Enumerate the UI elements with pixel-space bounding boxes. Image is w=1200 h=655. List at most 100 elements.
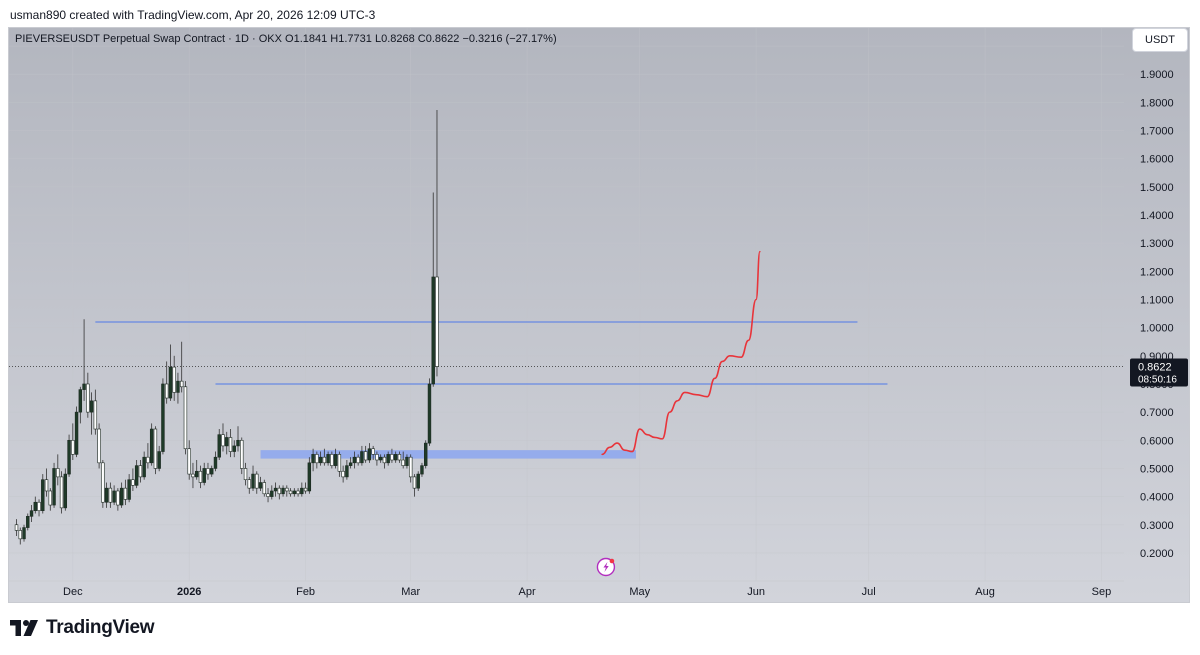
candle-down — [315, 454, 319, 464]
candle-down — [153, 428, 158, 469]
projection-path[interactable] — [601, 250, 761, 456]
price-tick-label: 1.5000 — [1140, 182, 1174, 194]
candle-down — [341, 470, 345, 478]
candle-down — [131, 479, 135, 486]
candle-up — [424, 442, 428, 466]
legend-high: H1.7731 — [330, 33, 372, 45]
candle-up — [41, 479, 45, 511]
candle-up — [393, 454, 398, 461]
candle-down — [44, 479, 49, 492]
candle-down — [93, 400, 98, 430]
candle-down — [330, 454, 334, 466]
candle-down — [172, 366, 176, 393]
chart-panel[interactable]: 2.00001.90001.80001.70001.60001.50001.40… — [8, 27, 1190, 603]
price-tick-label: 1.9000 — [1140, 69, 1174, 81]
price-chart[interactable]: 2.00001.90001.80001.70001.60001.50001.40… — [9, 28, 1190, 603]
candle-up — [326, 454, 330, 464]
candle-up — [251, 473, 255, 489]
event-marker[interactable] — [596, 557, 616, 577]
candle-down — [303, 487, 308, 492]
candle-up — [333, 454, 338, 466]
price-tick-label: 0.5000 — [1140, 463, 1174, 475]
candle-up — [236, 439, 240, 447]
projection-layer[interactable] — [601, 250, 761, 456]
candle-up — [142, 456, 146, 478]
time-tick-label: May — [629, 586, 650, 598]
candle-down — [435, 276, 439, 367]
lightning-icon — [603, 562, 609, 572]
chart-byline: usman890 created with TradingView.com, A… — [10, 8, 376, 22]
candle-down — [382, 456, 387, 464]
candle-down — [123, 487, 128, 500]
candle-down — [56, 468, 60, 478]
last-price-label[interactable] — [1130, 358, 1188, 387]
candle-up — [270, 490, 274, 497]
candle-down — [390, 454, 394, 461]
price-tick-label: 0.3000 — [1140, 520, 1174, 532]
time-tick-label: Sep — [1092, 586, 1112, 598]
candle-up — [405, 456, 409, 466]
candle-up — [232, 445, 236, 452]
legend-open: O1.1841 — [285, 33, 328, 45]
candle-down — [296, 490, 300, 495]
candle-up — [281, 487, 285, 495]
candle-up — [112, 490, 116, 503]
price-tick-label: 1.0000 — [1140, 323, 1174, 335]
candle-up — [431, 276, 435, 385]
candle-down — [371, 448, 375, 455]
price-tick-label: 1.3000 — [1140, 238, 1174, 250]
symbol-legend: PIEVERSEUSDT Perpetual Swap Contract · 1… — [15, 33, 557, 45]
candle-up — [63, 473, 68, 509]
candle-down — [179, 380, 184, 388]
legend-change: −0.3216 (−27.17%) — [462, 33, 557, 45]
candle-up — [416, 473, 420, 489]
candle-up — [300, 487, 304, 495]
candle-down — [206, 468, 210, 475]
candle-up — [26, 516, 30, 528]
candle-up — [420, 465, 424, 475]
candle-down — [408, 456, 413, 478]
candle-up — [52, 468, 56, 506]
candle-down — [285, 487, 289, 492]
price-tick-label: 0.6000 — [1140, 435, 1174, 447]
candle-up — [292, 490, 297, 495]
candle-down — [356, 456, 360, 464]
drawings-layer[interactable] — [95, 321, 888, 459]
candle-up — [33, 501, 37, 511]
candle-up — [273, 487, 278, 492]
candle-up — [67, 439, 71, 475]
time-axis[interactable]: Dec 2026 Feb Mar Apr May Jun Jul Aug Sep — [9, 580, 1124, 598]
candle-down — [375, 454, 379, 461]
candle-up — [168, 366, 173, 399]
candle-up — [82, 383, 86, 390]
candle-down — [262, 482, 266, 495]
candle-down — [288, 490, 293, 495]
candle-down — [228, 437, 233, 452]
currency-button[interactable]: USDT — [1132, 28, 1188, 52]
time-tick-label: Jul — [862, 586, 876, 598]
candle-up — [345, 465, 349, 478]
time-tick-label: 2026 — [177, 586, 201, 598]
tradingview-wordmark: TradingView — [46, 617, 155, 638]
candle-down — [37, 501, 41, 511]
candle-down — [191, 473, 195, 478]
candle-down — [277, 487, 282, 495]
price-tick-label: 0.4000 — [1140, 492, 1174, 504]
candle-up — [104, 487, 109, 503]
price-tick-label: 1.8000 — [1140, 97, 1174, 109]
candle-up — [202, 468, 206, 483]
time-tick-label: Aug — [975, 586, 995, 598]
time-tick-label: Dec — [63, 586, 83, 598]
price-axis[interactable]: 2.00001.90001.80001.70001.60001.50001.40… — [1130, 41, 1188, 560]
candle-down — [14, 524, 19, 531]
candle-down — [198, 470, 203, 483]
support-zone[interactable] — [260, 450, 636, 459]
candle-down — [247, 479, 251, 489]
candle-down — [183, 386, 188, 450]
candle-up — [157, 451, 161, 469]
tradingview-logo[interactable]: TradingView — [10, 617, 155, 639]
candle-up — [161, 383, 165, 452]
candle-down — [97, 428, 101, 464]
candle-down — [397, 454, 402, 461]
candle-up — [378, 456, 383, 461]
